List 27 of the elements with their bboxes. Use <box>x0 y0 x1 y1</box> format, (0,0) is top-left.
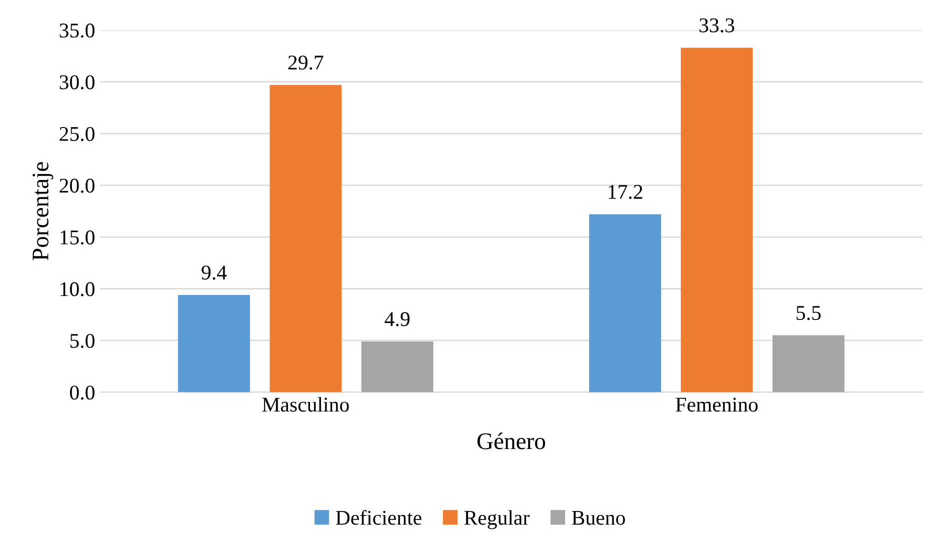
data-label: 29.7 <box>288 56 324 70</box>
y-tick-label: 30.0 <box>60 75 94 90</box>
y-tick-label: 20.0 <box>60 178 94 193</box>
legend-label: Deficiente <box>336 510 422 525</box>
y-tick-label: 25.0 <box>60 126 94 142</box>
bar <box>178 294 250 392</box>
legend-label: Bueno <box>572 511 625 525</box>
y-tick-label: 15.0 <box>60 230 94 245</box>
x-tick-label: Femenino <box>676 398 758 412</box>
data-label: 5.5 <box>796 306 821 320</box>
legend-label: Regular <box>464 510 530 530</box>
data-label: 17.2 <box>608 184 642 200</box>
y-tick-label: 5.0 <box>70 334 94 348</box>
data-label: 4.9 <box>384 312 410 326</box>
bar <box>680 48 753 392</box>
data-label: 33.3 <box>700 18 734 32</box>
bar <box>270 84 342 392</box>
bar <box>361 342 434 392</box>
x-axis-title: Género <box>477 432 546 450</box>
y-tick-label: 35.0 <box>60 24 94 38</box>
x-tick-label: Masculino <box>262 397 349 412</box>
y-axis-title: Porcentaje <box>32 162 54 260</box>
bar <box>772 335 844 392</box>
bar <box>589 214 662 392</box>
y-tick-label: 10.0 <box>60 282 94 296</box>
data-label: 9.4 <box>202 266 227 280</box>
y-tick-label: 0.0 <box>70 386 94 400</box>
